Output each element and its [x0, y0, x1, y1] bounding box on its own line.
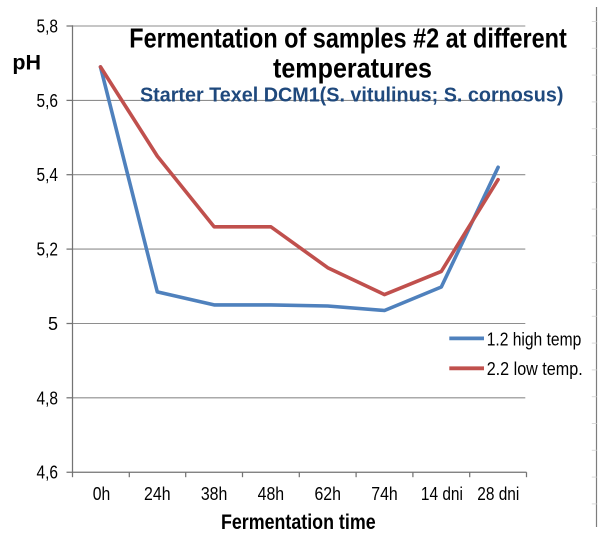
svg-text:74h: 74h: [371, 484, 398, 504]
svg-text:Fermentation of samples #2 at: Fermentation of samples #2 at different: [129, 23, 567, 54]
svg-text:5,6: 5,6: [37, 91, 59, 111]
svg-text:Fermentation time: Fermentation time: [221, 510, 376, 534]
svg-text:4,8: 4,8: [37, 388, 59, 408]
svg-text:28 dni: 28 dni: [477, 484, 519, 504]
svg-text:24h: 24h: [144, 484, 171, 504]
svg-text:pH: pH: [12, 50, 41, 74]
svg-text:4,6: 4,6: [37, 463, 59, 483]
svg-text:38h: 38h: [201, 484, 228, 504]
svg-text:1.2 high temp: 1.2 high temp: [487, 329, 582, 349]
svg-text:2.2 low temp.: 2.2 low temp.: [487, 359, 583, 379]
svg-text:48h: 48h: [258, 484, 285, 504]
svg-text:Starter Texel DCM1(S. vitulinu: Starter Texel DCM1(S. vitulinus; S. corn…: [140, 84, 564, 107]
svg-text:5,4: 5,4: [37, 165, 59, 185]
svg-text:5: 5: [48, 314, 58, 334]
svg-text:temperatures: temperatures: [273, 53, 432, 84]
svg-text:0h: 0h: [93, 484, 111, 504]
svg-text:5,2: 5,2: [37, 240, 59, 260]
svg-text:14 dni: 14 dni: [421, 484, 463, 504]
svg-text:62h: 62h: [314, 484, 341, 504]
svg-text:5,8: 5,8: [37, 17, 59, 37]
